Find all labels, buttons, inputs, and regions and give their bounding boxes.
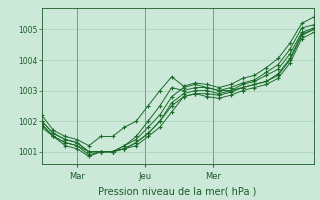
X-axis label: Pression niveau de la mer( hPa ): Pression niveau de la mer( hPa )	[99, 186, 257, 196]
